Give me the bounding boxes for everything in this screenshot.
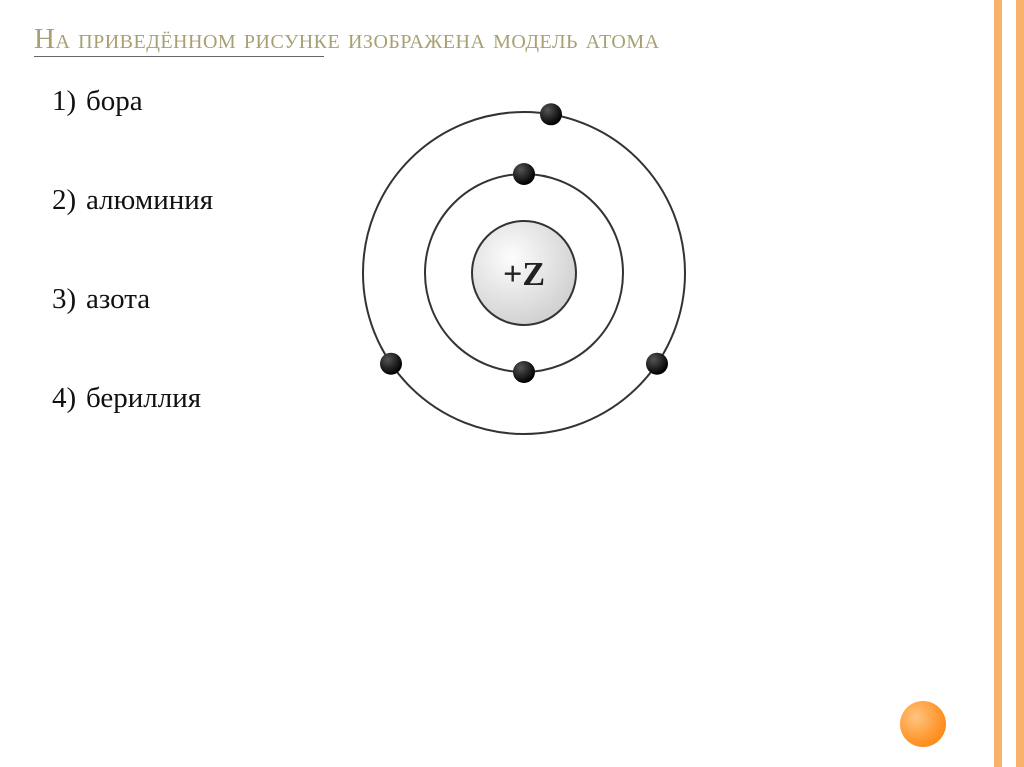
- option-number: 2): [52, 184, 86, 217]
- option-3[interactable]: 3)азота: [52, 283, 264, 316]
- option-number: 4): [52, 382, 86, 415]
- blank-underline: [34, 56, 324, 57]
- strip-segment: [1016, 0, 1024, 767]
- option-number: 3): [52, 283, 86, 316]
- svg-text:+Z: +Z: [503, 256, 545, 293]
- strip-segment: [994, 0, 1002, 767]
- option-label: азота: [86, 283, 150, 315]
- option-label: бериллия: [86, 382, 201, 414]
- answer-options: 1)бора 2)алюминия 3)азота 4)бериллия: [34, 85, 264, 415]
- slide-right-accent: [994, 0, 1024, 767]
- option-4[interactable]: 4)бериллия: [52, 382, 264, 415]
- option-number: 1): [52, 85, 86, 118]
- option-label: бора: [86, 85, 143, 117]
- slide-accent-dot: [900, 701, 946, 747]
- option-2[interactable]: 2)алюминия: [52, 184, 264, 217]
- atom-diagram: +Z: [344, 73, 744, 473]
- option-label: алюминия: [86, 184, 213, 216]
- strip-segment: [1002, 0, 1016, 767]
- option-1[interactable]: 1)бора: [52, 85, 264, 118]
- page-title: На приведённом рисунке изображена модель…: [34, 24, 960, 56]
